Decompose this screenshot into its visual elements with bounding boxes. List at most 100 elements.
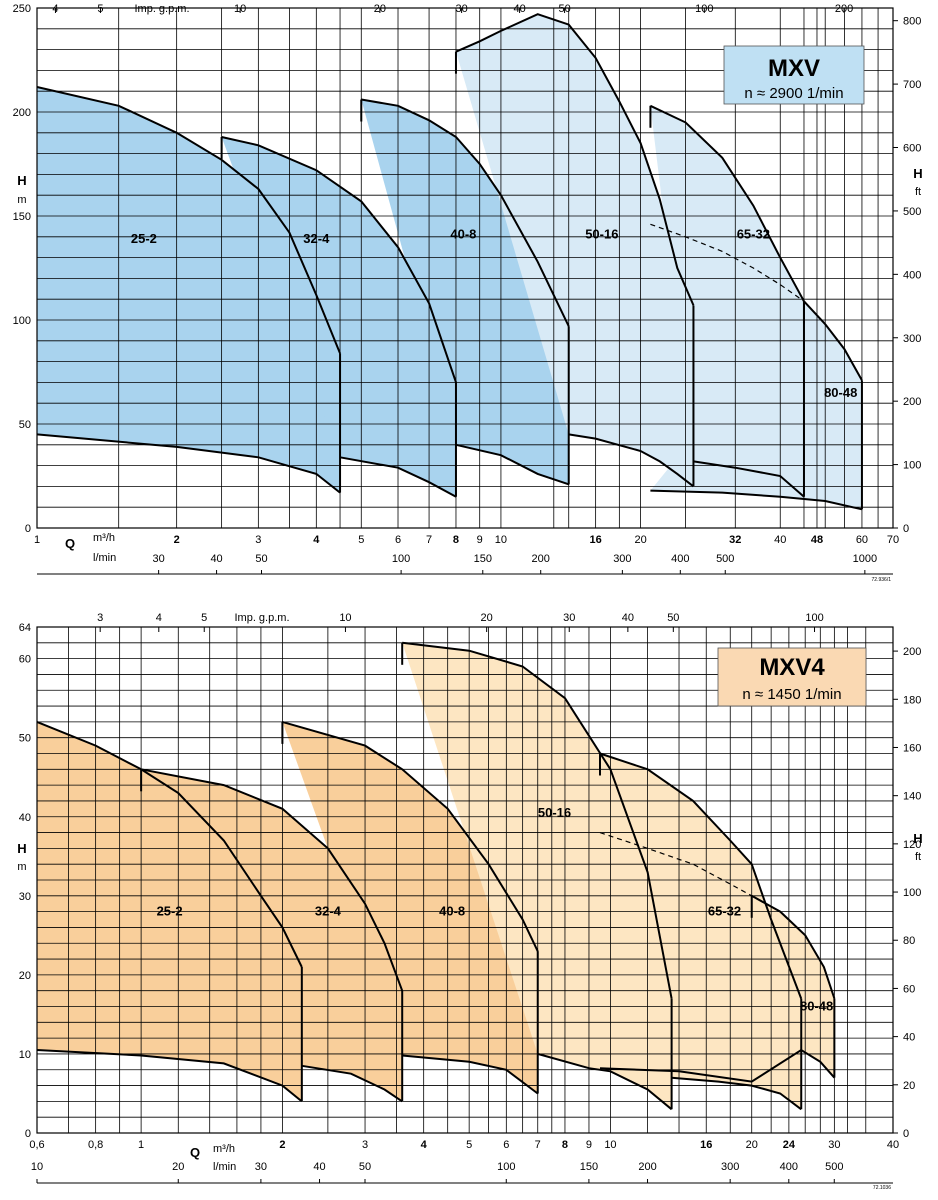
left-tick-label: 60: [19, 654, 31, 666]
right-tick-label: 60: [903, 983, 915, 995]
lmin-tick-label: 150: [474, 553, 492, 565]
left-tick-label: 10: [19, 1049, 31, 1061]
x-tick-label: 70: [887, 534, 899, 546]
gpm-tick-label: 4: [52, 3, 58, 15]
lmin-tick-label: 300: [721, 1161, 739, 1173]
x-tick-label: 1: [138, 1139, 144, 1151]
right-tick-label: 140: [903, 791, 921, 803]
series-label-25-2: 25-2: [131, 231, 157, 246]
gpm-tick-label: 20: [374, 3, 386, 15]
region-40-8: [361, 99, 569, 485]
right-axis: 0 100 200 300 400 500 600 700 800 Hft: [893, 16, 923, 535]
curve-bottom-25-2: [36, 433, 341, 494]
left-tick-label: 20: [19, 970, 31, 982]
gpm-tick-label: 30: [563, 612, 575, 624]
curve-top-25-2: [36, 720, 303, 968]
right-tick-label: 0: [903, 1128, 909, 1140]
gpm-tick-label: 100: [805, 612, 823, 624]
title-box: MXV4 n ≈ 1450 1/min: [717, 647, 867, 707]
gpm-tick-label: 40: [513, 3, 525, 15]
x-axis-symbol: Q: [65, 536, 75, 551]
x-tick-label: 32: [729, 534, 741, 546]
x-axis-gpm: 4 5 10 20 30 40 50 100 200 Imp. g.p.m.: [52, 3, 853, 15]
x-tick-label: 3: [255, 534, 261, 546]
right-tick-label: 20: [903, 1080, 915, 1092]
right-tick-label: 200: [903, 646, 921, 658]
curve-bottom-40-8: [455, 443, 570, 486]
lmin-tick-label: 40: [210, 553, 222, 565]
lmin-tick-label: 400: [780, 1161, 798, 1173]
left-tick-label: 50: [19, 419, 31, 431]
left-axis-symbol: H: [17, 841, 26, 856]
gpm-axis-unit: Imp. g.p.m.: [134, 3, 189, 15]
gpm-tick-label: 100: [695, 3, 713, 15]
x-tick-label: 3: [362, 1139, 368, 1151]
curve-top-40-8: [361, 98, 570, 327]
right-tick-label: 600: [903, 143, 921, 155]
x-axis-lmin: 30 40 50 100 150 200 300 400 500 1000 l/min 72.936/…: [37, 552, 893, 583]
series-label-65-32: 65-32: [708, 904, 741, 919]
lmin-tick-label: 200: [638, 1161, 656, 1173]
x-tick-label: 5: [358, 534, 364, 546]
chart-title: MXV: [768, 55, 820, 82]
lmin-tick-label: 300: [613, 553, 631, 565]
x-tick-label: 7: [535, 1139, 541, 1151]
x-axis-gpm: 3 4 5 10 20 30 40 50 100 Imp. g.p.m.: [97, 612, 824, 632]
curve-bottom-40-8: [402, 1054, 539, 1095]
left-axis: 0 50 100 150 200 250 Hm: [13, 3, 31, 535]
lmin-axis-unit: l/min: [93, 552, 116, 564]
x-axis-unit: m³/h: [213, 1143, 235, 1155]
gpm-tick-label: 50: [667, 612, 679, 624]
curve-bottom-65-32: [671, 1076, 802, 1111]
right-tick-label: 0: [903, 523, 909, 535]
x-tick-label: 5: [466, 1139, 472, 1151]
series-label-25-2: 25-2: [157, 904, 183, 919]
right-tick-label: 300: [903, 333, 921, 345]
left-tick-label: 50: [19, 733, 31, 745]
right-tick-label: 700: [903, 79, 921, 91]
right-tick-label: 400: [903, 269, 921, 281]
right-tick-label: 180: [903, 694, 921, 706]
right-tick-label: 120: [903, 839, 921, 851]
gpm-tick-label: 4: [156, 612, 162, 624]
right-tick-label: 100: [903, 887, 921, 899]
gpm-tick-label: 20: [481, 612, 493, 624]
plot-frame: [36, 626, 894, 1134]
lmin-tick-label: 30: [153, 553, 165, 565]
x-tick-label: 6: [395, 534, 401, 546]
left-tick-label: 30: [19, 891, 31, 903]
curve-bottom-65-32: [693, 460, 805, 498]
left-axis-unit: m: [17, 194, 26, 206]
region-40-8: [282, 721, 538, 1094]
series-label-80-48: 80-48: [800, 999, 833, 1014]
left-tick-label: 100: [13, 315, 31, 327]
x-axis-unit: m³/h: [93, 532, 115, 544]
curve-top-65-32: [649, 104, 805, 302]
x-tick-label: 10: [495, 534, 507, 546]
right-tick-label: 100: [903, 460, 921, 472]
x-tick-label: 7: [426, 534, 432, 546]
right-tick-label: 40: [903, 1032, 915, 1044]
lmin-tick-label: 50: [359, 1161, 371, 1173]
x-tick-label: 0,6: [29, 1139, 44, 1151]
x-tick-label: 4: [313, 534, 320, 546]
x-tick-label: 1: [34, 534, 40, 546]
curve-top-40-8: [282, 720, 539, 952]
lmin-tick-label: 10: [31, 1161, 43, 1173]
curve-dashed-65-32: [599, 832, 752, 897]
title-box-bg: [723, 45, 865, 105]
x-tick-label: 9: [586, 1139, 592, 1151]
figure-ref-code: 72.936/1: [872, 577, 892, 583]
mxv4-chart: 25-2 32-4 40-850-1665-3280-480102030405060…: [17, 612, 922, 1191]
x-tick-label: 30: [828, 1139, 840, 1151]
chart-subtitle: n ≈ 2900 1/min: [744, 85, 843, 102]
right-tick-label: 800: [903, 16, 921, 28]
right-axis-unit: ft: [915, 186, 921, 198]
left-tick-label: 200: [13, 107, 31, 119]
series-label-80-48: 80-48: [824, 385, 857, 400]
left-axis-symbol: H: [17, 173, 26, 188]
curve-top-32-4: [140, 768, 404, 992]
x-tick-label: 9: [477, 534, 483, 546]
region-32-4: [221, 137, 456, 497]
